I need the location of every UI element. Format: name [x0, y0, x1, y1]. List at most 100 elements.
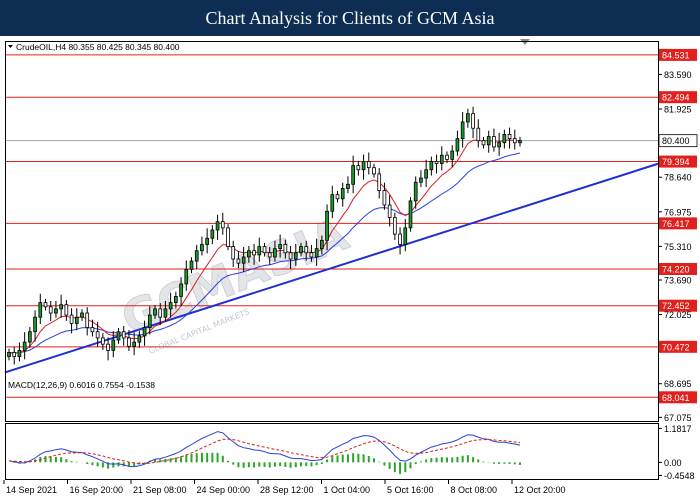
candle	[408, 200, 413, 229]
level-tag	[659, 217, 697, 230]
candles	[7, 106, 522, 365]
candle	[226, 227, 230, 247]
candle	[142, 327, 147, 337]
candle	[356, 165, 361, 171]
price-tick-label: 78.640	[664, 173, 692, 183]
trendline-group	[4, 162, 659, 374]
candle	[174, 296, 178, 304]
price-tick-label: 72.025	[664, 310, 692, 320]
symbol-info: CrudeOIL,H4 80.355 80.425 80.345 80.400	[16, 42, 180, 52]
candle	[179, 283, 183, 297]
candle	[95, 331, 100, 339]
level-tag	[659, 155, 697, 168]
candle	[283, 244, 288, 254]
candle	[257, 246, 262, 256]
level-tag	[659, 48, 697, 61]
price-tags: 84.531 82.494 79.394 76.417 74.220 72.452 70.4…	[658, 48, 698, 404]
candle	[116, 331, 121, 341]
level-label: 68.041	[662, 393, 690, 403]
time-tick-label: 1 Oct 04:00	[324, 485, 371, 495]
candle	[64, 304, 69, 316]
level-label: 76.417	[662, 219, 690, 229]
candle	[247, 250, 251, 258]
candle	[382, 190, 387, 206]
time-tick-label: 21 Sep 08:00	[133, 485, 187, 495]
candle	[518, 140, 522, 144]
macd-pane-border	[5, 423, 659, 480]
candle	[231, 246, 236, 260]
candle	[106, 343, 110, 351]
candle	[439, 154, 444, 164]
price-tick-label: 75.310	[664, 242, 692, 252]
candle	[43, 302, 48, 308]
candle	[471, 113, 475, 129]
time-tick-label: 28 Sep 12:00	[260, 485, 314, 495]
macd-tick-label: -0.4548	[664, 471, 695, 481]
candle	[194, 250, 199, 262]
candle	[168, 302, 173, 310]
candle	[273, 248, 277, 258]
candle	[366, 161, 371, 169]
candle	[158, 308, 163, 318]
candle	[335, 194, 340, 200]
time-tick-label: 8 Oct 08:00	[451, 485, 498, 495]
candle	[450, 150, 455, 160]
candle	[413, 181, 418, 202]
candle	[137, 335, 142, 343]
time-tick-label: 16 Sep 20:00	[70, 485, 124, 495]
candle	[455, 138, 460, 152]
symbol-dropdown-icon[interactable]	[8, 45, 13, 48]
candle	[236, 258, 241, 264]
chart-canvas: GCMASIA GLOBAL CAPITAL MARKETS 83.59081.…	[0, 36, 700, 500]
candle	[309, 252, 314, 258]
candle	[351, 165, 355, 185]
macd-tick-label: 1.1817	[664, 424, 692, 434]
candle	[445, 154, 449, 160]
candle	[153, 308, 157, 316]
candle	[200, 244, 204, 252]
trendline[interactable]	[4, 162, 659, 374]
level-tag	[659, 91, 697, 104]
macd-label: MACD(12,26,9) 0.6016 0.7554 -0.1538	[8, 380, 155, 390]
candle	[241, 256, 246, 264]
time-tick-label: 24 Sep 00:00	[197, 485, 251, 495]
candle	[304, 246, 309, 254]
price-pane-border	[5, 41, 659, 422]
macd-lines	[8, 431, 521, 468]
candle	[393, 217, 397, 235]
candle	[502, 134, 507, 144]
candle	[163, 308, 168, 318]
chart-title: Chart Analysis for Clients of GCM Asia	[205, 7, 495, 28]
candle	[90, 327, 95, 333]
level-label: 72.452	[662, 301, 690, 311]
candle	[205, 237, 209, 245]
candle	[59, 304, 63, 310]
candle	[22, 341, 27, 351]
level-tag	[659, 299, 697, 312]
time-axis: 14 Sep 2021 16 Sep 20:00 21 Sep 08:00 24 Se…	[3, 480, 566, 495]
candle	[210, 229, 215, 239]
candle	[101, 337, 105, 345]
candle	[424, 169, 428, 179]
candle	[54, 308, 58, 314]
chart-header: Chart Analysis for Clients of GCM Asia	[0, 0, 700, 36]
price-tick-label: 67.075	[664, 413, 692, 423]
candle	[346, 183, 350, 189]
candle	[429, 161, 434, 171]
candle	[507, 134, 512, 139]
candle	[189, 260, 194, 270]
price-tick-label: 68.695	[664, 379, 692, 389]
candle	[74, 316, 79, 324]
current-price-label: 80.400	[662, 136, 690, 146]
candle	[419, 177, 423, 183]
candle	[215, 221, 220, 231]
signal-line	[8, 438, 521, 464]
candle	[220, 221, 225, 229]
candle	[377, 173, 382, 191]
macd-line	[8, 431, 521, 468]
candle	[497, 142, 501, 148]
candle	[330, 194, 335, 212]
level-tag	[659, 263, 697, 275]
candle	[325, 210, 329, 241]
price-axis: 83.590 81.925 78.640 76.975 75.310 73.690 72.0…	[658, 70, 692, 423]
